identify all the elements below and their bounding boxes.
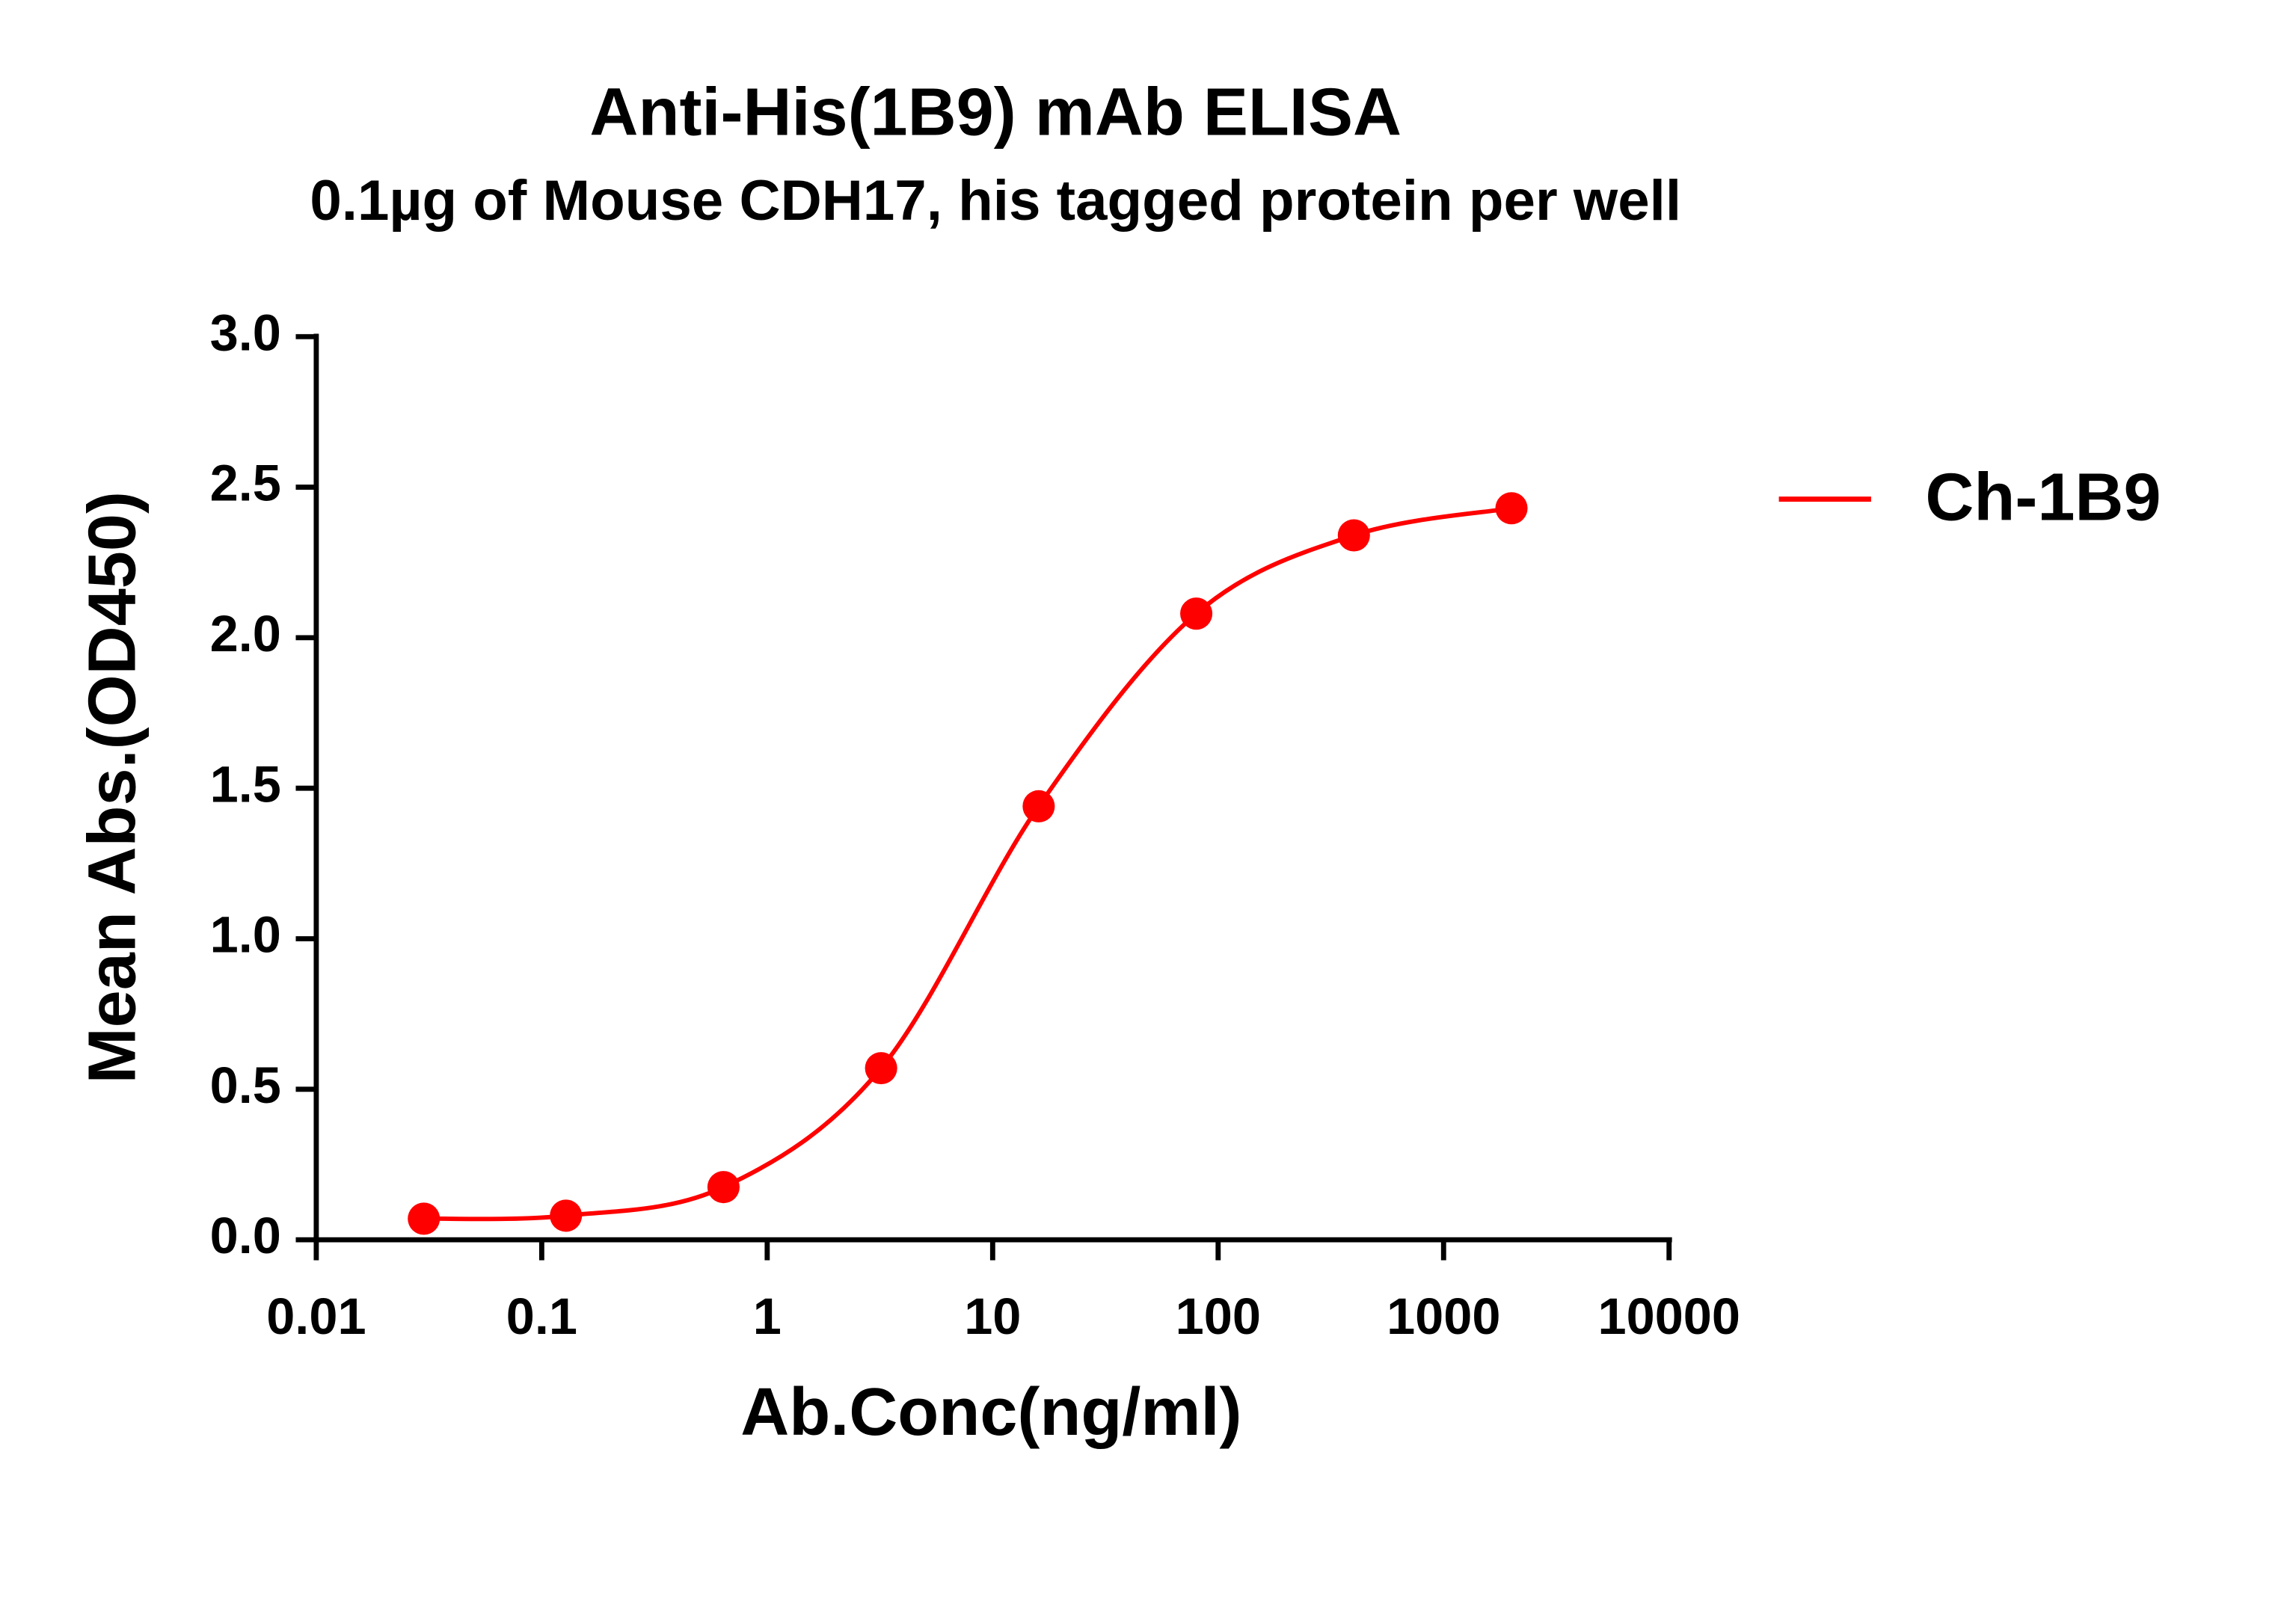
x-axis-label: Ab.Conc(ng/ml) (740, 1374, 1241, 1450)
data-point (550, 1199, 583, 1232)
data-point (1337, 519, 1370, 552)
x-tick-label: 1 (753, 1288, 782, 1345)
x-tick-label: 10 (964, 1288, 1021, 1345)
x-tick-label: 0.01 (266, 1288, 366, 1345)
data-point (408, 1202, 440, 1235)
chart-subtitle: 0.1µg of Mouse CDH17, his tagged protein… (310, 169, 1681, 233)
chart-title: Anti-His(1B9) mAb ELISA (589, 74, 1402, 150)
series-line (423, 505, 1512, 1222)
data-point (865, 1052, 897, 1085)
y-tick-label: 0.0 (210, 1207, 281, 1264)
y-tick-label: 1.0 (210, 906, 281, 964)
y-axis-label: Mean Abs.(OD450) (74, 491, 150, 1083)
x-tick-label: 1000 (1387, 1288, 1500, 1345)
y-tick-label: 3.0 (210, 304, 281, 361)
x-tick-label: 0.1 (506, 1288, 577, 1345)
data-point (1022, 790, 1055, 822)
x-tick-label: 100 (1176, 1288, 1261, 1345)
legend-label: Ch-1B9 (1925, 459, 2161, 535)
y-tick-label: 0.5 (210, 1056, 281, 1114)
y-tick-label: 2.5 (210, 455, 281, 512)
data-point (1495, 492, 1528, 525)
data-point (707, 1171, 740, 1204)
data-point (1180, 597, 1213, 630)
y-tick-label: 2.0 (210, 605, 281, 662)
y-tick-label: 1.5 (210, 755, 281, 813)
x-tick-label: 10000 (1598, 1288, 1740, 1345)
